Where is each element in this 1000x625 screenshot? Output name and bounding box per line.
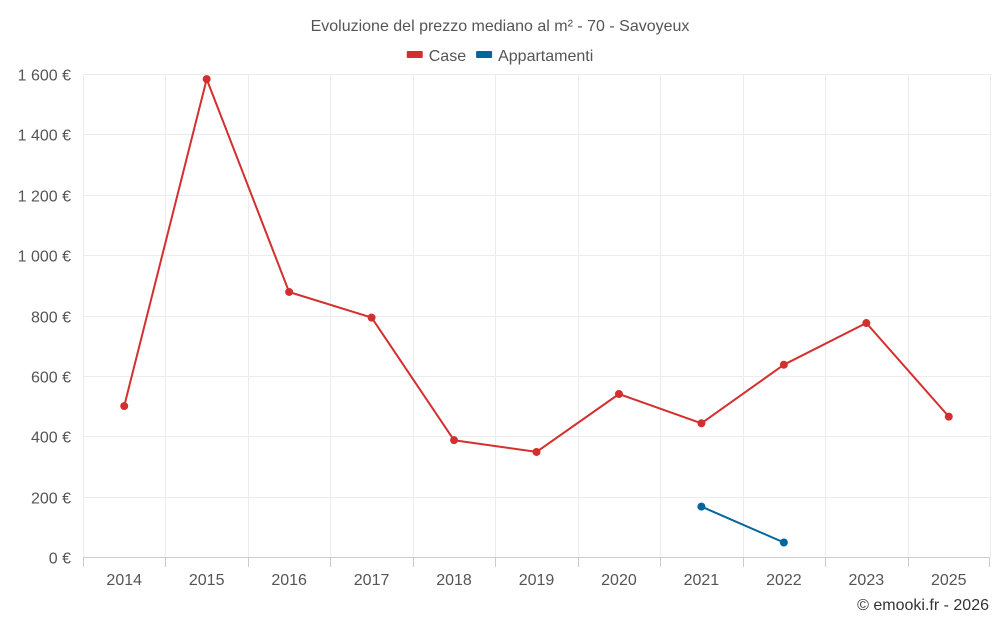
data-point-case [614,389,623,398]
y-tick-label: 1 600 € [18,68,71,85]
x-tick-label: 2023 [849,572,885,589]
data-point-appartamenti [697,502,706,511]
data-point-case [450,436,459,445]
y-tick-label: 1 000 € [18,249,71,266]
series-line-appartamenti [700,505,785,544]
x-tick-label: 2019 [519,572,555,589]
x-tick-label: 2020 [601,572,637,589]
chart-title: Evoluzione del prezzo mediano al m² - 70… [311,18,690,35]
x-tick-label: 2022 [766,572,802,589]
legend-label-case: Case [429,48,466,65]
data-point-case [862,319,871,328]
data-point-appartamenti [779,538,788,547]
data-point-case [202,75,211,84]
y-tick-label: 0 € [49,551,71,568]
y-tick-label: 400 € [31,430,71,447]
series-layer [120,75,953,547]
x-axis: 2014 2015 2016 2017 2018 2019 2020 2021 2022 2023… [83,557,990,589]
y-axis: 0 € 200 € 400 € 600 € 800 € 1 000 € 1 200 € 1 4… [18,68,71,568]
data-point-case [532,447,541,456]
credits-text: © emooki.fr - 2026 [857,597,989,614]
y-tick-label: 200 € [31,491,71,508]
legend: Case Appartamenti [406,48,593,65]
data-point-case [367,313,376,322]
gridlines [83,74,991,558]
y-tick-label: 800 € [31,310,71,327]
y-tick-label: 1 200 € [18,189,71,206]
data-point-case [697,419,706,428]
y-tick-label: 1 400 € [18,128,71,145]
data-point-case [285,287,294,296]
x-tick-label: 2014 [106,572,142,589]
x-tick-label: 2021 [684,572,720,589]
data-point-case [779,360,788,369]
x-tick-label: 2018 [436,572,472,589]
y-tick-label: 600 € [31,370,71,387]
legend-swatch-case [406,51,423,58]
x-tick-label: 2016 [271,572,307,589]
data-point-case [120,402,129,411]
legend-label-appartamenti: Appartamenti [498,48,593,65]
x-tick-label: 2025 [931,572,967,589]
x-tick-label: 2017 [354,572,390,589]
legend-swatch-appartamenti [476,51,493,58]
x-tick-label: 2015 [189,572,225,589]
data-point-case [944,412,953,421]
